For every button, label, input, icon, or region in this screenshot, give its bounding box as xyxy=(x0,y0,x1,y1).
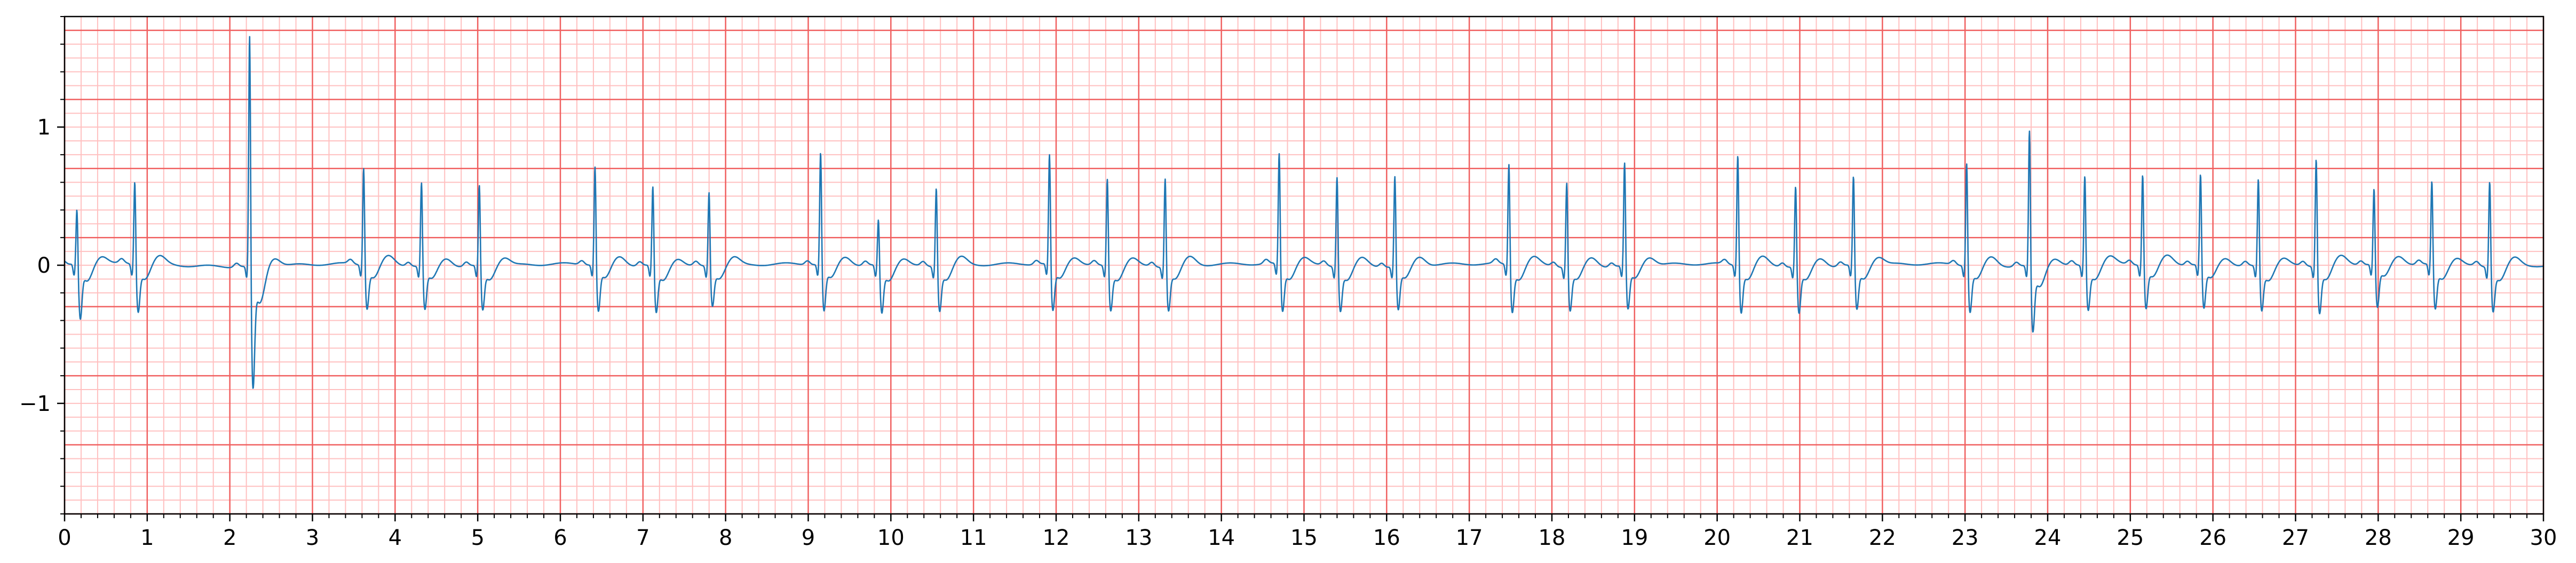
ecg-trace xyxy=(64,36,2544,389)
x-tick-label: 29 xyxy=(2447,526,2475,550)
x-tick-label: 6 xyxy=(553,526,567,550)
x-tick-label: 21 xyxy=(1786,526,1813,550)
x-tick-label: 3 xyxy=(306,526,319,550)
x-tick-label: 26 xyxy=(2199,526,2226,550)
x-tick-label: 15 xyxy=(1290,526,1318,550)
y-tick-label: −1 xyxy=(19,392,51,416)
x-tick-label: 12 xyxy=(1043,526,1070,550)
x-tick-label: 22 xyxy=(1869,526,1896,550)
y-tick-label: 0 xyxy=(37,253,51,278)
x-tick-label: 1 xyxy=(140,526,154,550)
x-tick-label: 2 xyxy=(223,526,236,550)
x-tick-label: 23 xyxy=(1952,526,1979,550)
x-axis: 0 1 2 3 4 5 6 7 8 9 10 11 12 13 14 15 16 17 18 19 20 21 22 23 24… xyxy=(58,514,2557,550)
x-tick-label: 9 xyxy=(802,526,815,550)
x-tick-label: 14 xyxy=(1208,526,1235,550)
x-tick-label: 24 xyxy=(2034,526,2062,550)
x-tick-label: 7 xyxy=(636,526,649,550)
x-tick-label: 13 xyxy=(1125,526,1152,550)
y-tick-label: 1 xyxy=(37,115,51,140)
x-tick-label: 8 xyxy=(719,526,732,550)
x-tick-label: 19 xyxy=(1621,526,1648,550)
x-tick-label: 18 xyxy=(1539,526,1566,550)
x-tick-label: 17 xyxy=(1456,526,1483,550)
x-tick-label: 10 xyxy=(877,526,905,550)
x-tick-label: 20 xyxy=(1703,526,1731,550)
major-grid xyxy=(64,17,2545,515)
x-tick-label: 28 xyxy=(2365,526,2392,550)
x-tick-label: 0 xyxy=(58,526,71,550)
x-tick-label: 4 xyxy=(389,526,402,550)
x-tick-label: 25 xyxy=(2117,526,2144,550)
x-tick-label: 27 xyxy=(2282,526,2309,550)
x-tick-label: 5 xyxy=(471,526,484,550)
y-axis: 1 0 −1 xyxy=(19,16,65,514)
x-tick-label: 11 xyxy=(960,526,987,550)
x-tick-label: 30 xyxy=(2530,526,2557,550)
x-tick-label: 16 xyxy=(1373,526,1400,550)
ecg-signal xyxy=(64,36,2544,389)
